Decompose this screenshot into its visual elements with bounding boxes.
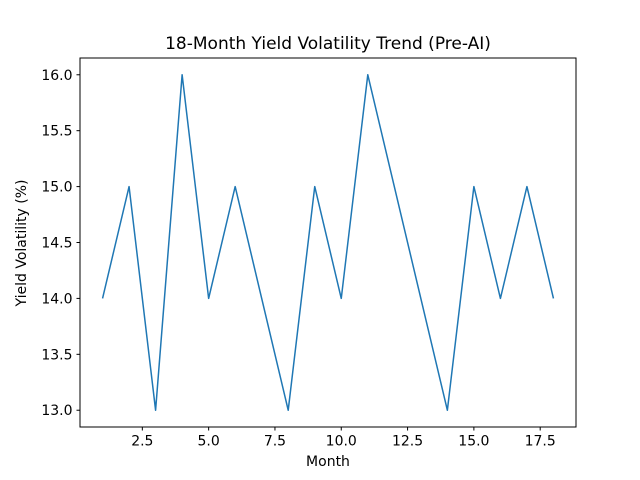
axes-frame — [79, 57, 577, 428]
y-tick-label: 13.5 — [41, 347, 72, 363]
y-tick-label: 14.0 — [41, 291, 72, 307]
y-tick-label: 15.5 — [41, 124, 72, 140]
x-tick-label: 17.5 — [525, 434, 556, 450]
y-tick-label: 13.0 — [41, 403, 72, 419]
y-tick-label: 14.5 — [41, 236, 72, 252]
y-tick-label: 16.0 — [41, 68, 72, 84]
y-tick-label: 15.0 — [41, 180, 72, 196]
chart-title: 18-Month Yield Volatility Trend (Pre-AI) — [165, 34, 491, 54]
series-line — [101, 74, 555, 411]
axis-ticks — [76, 74, 541, 431]
x-tick-label: 5.0 — [198, 434, 220, 450]
axis-tick-labels: 2.5 5.0 7.5 10.0 12.5 15.0 17.5 13.0 13.5 14.0 14.… — [41, 68, 555, 450]
x-tick-label: 10.0 — [326, 434, 357, 450]
x-tick-label: 7.5 — [264, 434, 286, 450]
y-axis-label: Yield Volatility (%) — [14, 180, 30, 308]
x-tick-label: 15.0 — [458, 434, 489, 450]
x-axis-label: Month — [306, 454, 350, 470]
x-tick-label: 2.5 — [131, 434, 153, 450]
x-tick-label: 12.5 — [392, 434, 423, 450]
